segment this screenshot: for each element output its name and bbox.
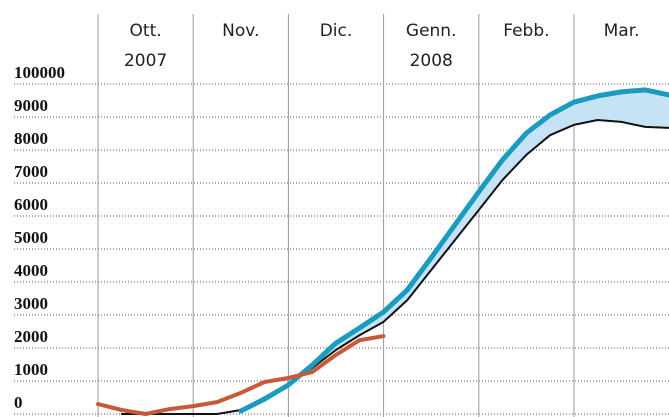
x-tick-label: Ott.2007 xyxy=(124,21,167,71)
y-tick-label: 7000 xyxy=(14,162,48,181)
y-tick-label: 0 xyxy=(14,393,23,412)
y-tick-label: 2000 xyxy=(14,327,48,346)
y-tick-label: 4000 xyxy=(14,261,48,280)
x-tick-label: Mar. xyxy=(604,21,640,41)
y-tick-label: 3000 xyxy=(14,294,48,313)
x-tick-label: Dic. xyxy=(320,21,353,41)
y-tick-label: 8000 xyxy=(14,129,48,148)
y-tick-label: 1000 xyxy=(14,360,48,379)
y-tick-label: 6000 xyxy=(14,195,48,214)
band xyxy=(241,90,669,411)
y-tick-label: 9000 xyxy=(14,96,48,115)
chart: 0 1000 2000 3000 4000 5000 6000 7000 8000 9000 100… xyxy=(0,0,669,417)
y-tick-label: 5000 xyxy=(14,228,48,247)
line-series xyxy=(241,90,669,411)
line-series xyxy=(122,120,669,414)
x-tick-label: Genn.2008 xyxy=(406,21,457,71)
x-tick-label: Nov. xyxy=(222,21,259,41)
x-tick-label: Febb. xyxy=(503,21,549,41)
y-tick-label: 100000 xyxy=(14,63,65,82)
